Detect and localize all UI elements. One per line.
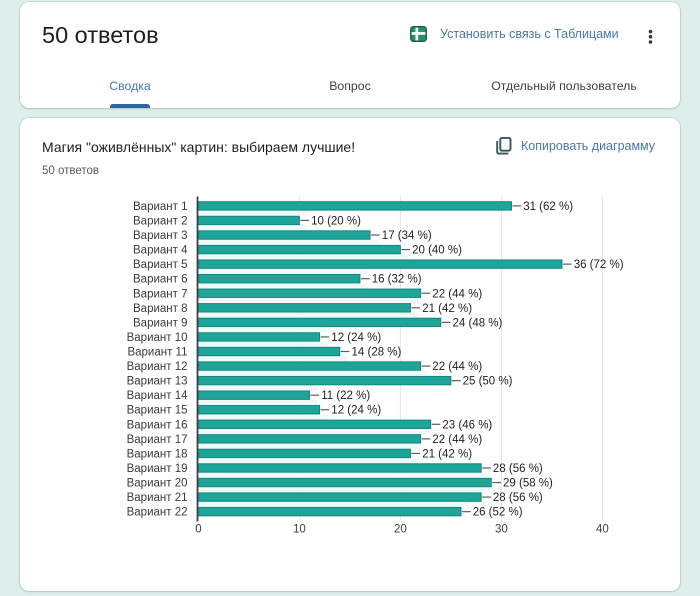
svg-text:Вариант 13: Вариант 13 (127, 376, 188, 388)
svg-text:31 (62 %): 31 (62 %) (523, 201, 573, 213)
svg-text:Вариант 18: Вариант 18 (127, 448, 188, 460)
svg-text:28 (56 %): 28 (56 %) (493, 463, 543, 475)
svg-text:20 (40 %): 20 (40 %) (412, 245, 462, 257)
svg-text:Вариант 3: Вариант 3 (133, 230, 188, 242)
svg-text:17 (34 %): 17 (34 %) (382, 230, 432, 242)
svg-text:Вариант 17: Вариант 17 (127, 434, 188, 446)
svg-text:10 (20 %): 10 (20 %) (311, 215, 361, 227)
svg-text:Вариант 7: Вариант 7 (133, 288, 188, 300)
svg-text:Вариант 4: Вариант 4 (133, 245, 188, 257)
svg-text:Вариант 11: Вариант 11 (127, 347, 187, 359)
svg-text:Вариант 5: Вариант 5 (133, 259, 188, 271)
svg-text:Вариант 15: Вариант 15 (127, 405, 188, 417)
svg-text:26 (52 %): 26 (52 %) (473, 507, 523, 519)
svg-text:Вариант 22: Вариант 22 (127, 507, 188, 519)
svg-text:12 (24 %): 12 (24 %) (331, 405, 381, 417)
svg-text:10: 10 (293, 524, 306, 536)
svg-text:Вариант 14: Вариант 14 (127, 390, 188, 402)
svg-text:40: 40 (596, 524, 609, 536)
svg-text:Вариант 6: Вариант 6 (133, 274, 188, 286)
svg-text:Вариант 10: Вариант 10 (127, 332, 188, 344)
svg-text:Вариант 1: Вариант 1 (133, 201, 188, 213)
svg-text:29 (58 %): 29 (58 %) (503, 478, 553, 490)
svg-text:Вариант 16: Вариант 16 (127, 419, 188, 431)
svg-text:12 (24 %): 12 (24 %) (331, 332, 381, 344)
svg-text:36 (72 %): 36 (72 %) (574, 259, 624, 271)
svg-text:22 (44 %): 22 (44 %) (432, 434, 482, 446)
svg-text:20: 20 (394, 524, 407, 536)
svg-text:Вариант 2: Вариант 2 (133, 215, 188, 227)
svg-text:22 (44 %): 22 (44 %) (432, 361, 482, 373)
svg-text:21 (42 %): 21 (42 %) (422, 448, 472, 460)
svg-text:28 (56 %): 28 (56 %) (493, 492, 543, 504)
svg-text:22 (44 %): 22 (44 %) (432, 288, 482, 300)
svg-text:Вариант 20: Вариант 20 (127, 478, 188, 490)
svg-text:11 (22 %): 11 (22 %) (321, 390, 370, 402)
svg-text:0: 0 (195, 524, 201, 536)
svg-text:24 (48 %): 24 (48 %) (453, 317, 503, 329)
svg-text:23 (46 %): 23 (46 %) (442, 419, 492, 431)
svg-text:14 (28 %): 14 (28 %) (352, 347, 402, 359)
svg-text:Вариант 9: Вариант 9 (133, 317, 188, 329)
svg-text:16 (32 %): 16 (32 %) (372, 274, 422, 286)
svg-text:21 (42 %): 21 (42 %) (422, 303, 472, 315)
svg-text:Вариант 12: Вариант 12 (127, 361, 188, 373)
svg-text:25 (50 %): 25 (50 %) (463, 376, 513, 388)
svg-text:Вариант 8: Вариант 8 (133, 303, 188, 315)
svg-text:30: 30 (495, 524, 508, 536)
svg-text:Вариант 19: Вариант 19 (127, 463, 188, 475)
svg-text:Вариант 21: Вариант 21 (127, 492, 188, 504)
